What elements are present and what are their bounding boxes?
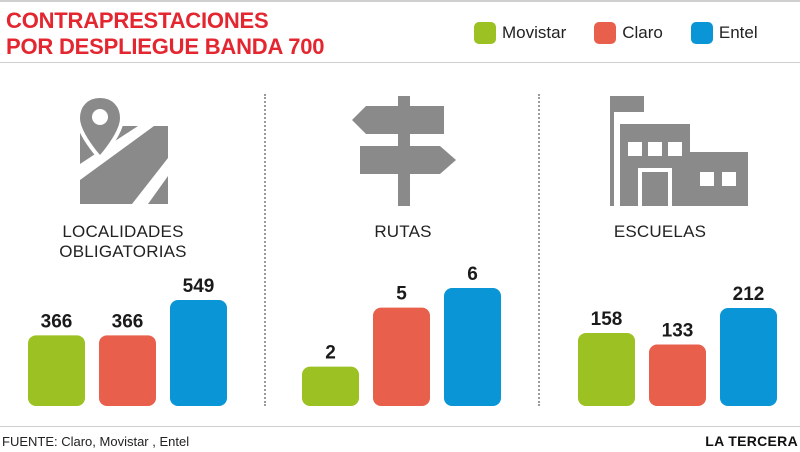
value-label-localidades-entel: 549 <box>183 276 215 297</box>
legend-item-entel: Entel <box>690 22 758 44</box>
title-line-2: POR DESPLIEGUE BANDA 700 <box>6 34 325 59</box>
panel-title-localidades: LOCALIDADES OBLIGATORIAS <box>59 222 187 261</box>
value-label-rutas-entel: 6 <box>467 264 478 285</box>
value-label-localidades-movistar: 366 <box>41 311 73 332</box>
bar-rutas-movistar <box>302 366 359 406</box>
bar-rutas-entel <box>444 288 501 406</box>
legend-item-claro: Claro <box>594 22 663 44</box>
bar-escuelas-entel <box>720 308 777 406</box>
bar-escuelas-movistar <box>578 332 635 406</box>
bar-localidades-entel <box>170 300 227 406</box>
legend-label-movistar: Movistar <box>502 23 567 42</box>
signpost-icon <box>352 96 456 206</box>
panel-title-rutas: RUTAS <box>374 222 432 241</box>
bar-localidades-claro <box>99 335 156 406</box>
value-label-escuelas-entel: 212 <box>733 284 765 305</box>
value-label-escuelas-claro: 133 <box>662 321 694 342</box>
panel-divider-1 <box>264 94 266 406</box>
legend-label-claro: Claro <box>622 23 663 42</box>
school-icon <box>610 96 748 206</box>
footer-rule <box>0 426 800 427</box>
bar-localidades-movistar <box>28 335 85 406</box>
chart-title: CONTRAPRESTACIONES POR DESPLIEGUE BANDA … <box>6 8 426 60</box>
top-rule <box>0 0 800 2</box>
bar-rutas-claro <box>373 307 430 406</box>
panel-title-escuelas: ESCUELAS <box>613 222 707 241</box>
bar-escuelas-claro <box>649 344 706 406</box>
header-rule <box>0 62 800 63</box>
source-note: FUENTE: Claro, Movistar , Entel <box>2 434 190 449</box>
map-pin-icon <box>78 96 168 204</box>
legend: Movistar Claro Entel <box>474 21 758 45</box>
value-label-escuelas-movistar: 158 <box>591 309 623 330</box>
legend-swatch-movistar <box>474 22 496 44</box>
legend-label-entel: Entel <box>718 23 758 42</box>
brand-logo: LA TERCERA <box>705 433 798 449</box>
legend-item-movistar: Movistar <box>474 22 566 44</box>
value-label-localidades-claro: 366 <box>112 311 144 332</box>
legend-swatch-claro <box>594 22 617 44</box>
title-line-1: CONTRAPRESTACIONES <box>6 8 269 33</box>
value-label-rutas-movistar: 2 <box>325 343 336 364</box>
value-label-rutas-claro: 5 <box>396 284 407 305</box>
legend-swatch-entel <box>690 22 713 44</box>
panel-divider-2 <box>538 94 540 406</box>
